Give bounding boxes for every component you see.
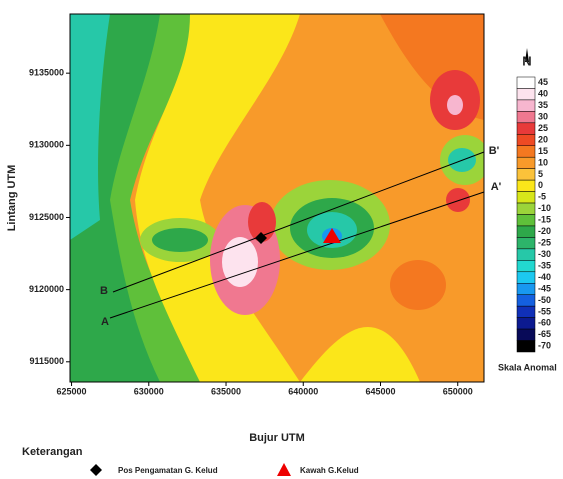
y-axis-label: Lintang UTM [6, 165, 18, 232]
x-axis-label: Bujur UTM [249, 432, 305, 444]
profile-label: B [100, 285, 108, 297]
colorbar-label: 5 [538, 169, 543, 179]
colorbar-swatch [516, 237, 536, 250]
colorbar-swatch [516, 294, 536, 307]
x-tick-label: 635000 [211, 386, 241, 396]
colorbar-swatch [516, 88, 536, 101]
profile-label: A' [491, 181, 502, 193]
legend-item: Pos Pengamatan G. Kelud [118, 466, 218, 475]
colorbar-label: -25 [538, 238, 551, 248]
profile-label: A [101, 316, 109, 328]
colorbar-label: -10 [538, 203, 551, 213]
colorbar-label: -15 [538, 215, 551, 225]
map-frame [69, 13, 485, 383]
colorbar-label: 20 [538, 134, 548, 144]
colorbar-label: 30 [538, 111, 548, 121]
colorbar-swatch [516, 214, 536, 227]
y-tick-label: 9120000 [29, 284, 64, 294]
colorbar-label: -5 [538, 192, 546, 202]
colorbar-swatch [516, 340, 536, 353]
north-label: N [522, 53, 531, 68]
colorbar-label: 10 [538, 157, 548, 167]
colorbar-swatch [516, 111, 536, 124]
colorbar-swatch [516, 122, 536, 135]
colorbar-label: -65 [538, 329, 551, 339]
colorbar-swatch [516, 76, 536, 89]
y-tick-label: 9125000 [29, 212, 64, 222]
colorbar-label: 35 [538, 100, 548, 110]
colorbar-swatch [516, 168, 536, 181]
crater [323, 228, 341, 243]
y-tick-label: 9135000 [29, 68, 64, 78]
profile-line [112, 151, 485, 293]
x-tick-label: 640000 [288, 386, 318, 396]
colorbar-label: 25 [538, 123, 548, 133]
x-tick-label: 625000 [57, 386, 87, 396]
colorbar-swatch [516, 179, 536, 192]
colorbar-swatch [516, 248, 536, 261]
colorbar-label: -55 [538, 306, 551, 316]
colorbar-swatch [516, 283, 536, 295]
legend-item: Kawah G.Kelud [300, 466, 359, 475]
colorbar-label: -70 [538, 341, 551, 351]
colorbar-title: Skala Anomal [498, 362, 557, 372]
legend-symbol [90, 464, 102, 476]
y-tick-label: 9115000 [29, 356, 64, 366]
colorbar-label: -50 [538, 295, 551, 305]
profile-line [109, 191, 485, 319]
colorbar-swatch [516, 271, 536, 284]
colorbar-label: 45 [538, 77, 548, 87]
x-tick-label: 630000 [134, 386, 164, 396]
colorbar-swatch [516, 328, 536, 341]
colorbar-swatch [516, 202, 536, 215]
x-tick-label: 645000 [365, 386, 395, 396]
observation-post [255, 232, 267, 244]
colorbar-label: 40 [538, 89, 548, 99]
colorbar-swatch [516, 225, 536, 238]
colorbar-label: -45 [538, 283, 551, 293]
colorbar-label: 0 [538, 180, 543, 190]
legend-title: Keterangan [22, 446, 83, 458]
colorbar-label: -30 [538, 249, 551, 259]
profile-label: B' [489, 145, 500, 157]
colorbar-label: 15 [538, 146, 548, 156]
legend-symbol [277, 463, 291, 476]
y-tick-label: 9130000 [29, 140, 64, 150]
colorbar-swatch [516, 99, 536, 112]
colorbar-swatch [516, 134, 536, 147]
contour-fill [70, 14, 484, 382]
colorbar-label: -60 [538, 318, 551, 328]
colorbar-label: -35 [538, 260, 551, 270]
colorbar-swatch [516, 317, 536, 330]
colorbar-swatch [516, 191, 536, 204]
colorbar-label: -40 [538, 272, 551, 282]
colorbar-swatch [516, 156, 536, 169]
x-tick-label: 650000 [443, 386, 473, 396]
north-arrow [525, 48, 529, 62]
colorbar-swatch [516, 305, 536, 318]
colorbar-swatch [516, 145, 536, 158]
colorbar-swatch [516, 260, 536, 273]
colorbar-label: -20 [538, 226, 551, 236]
